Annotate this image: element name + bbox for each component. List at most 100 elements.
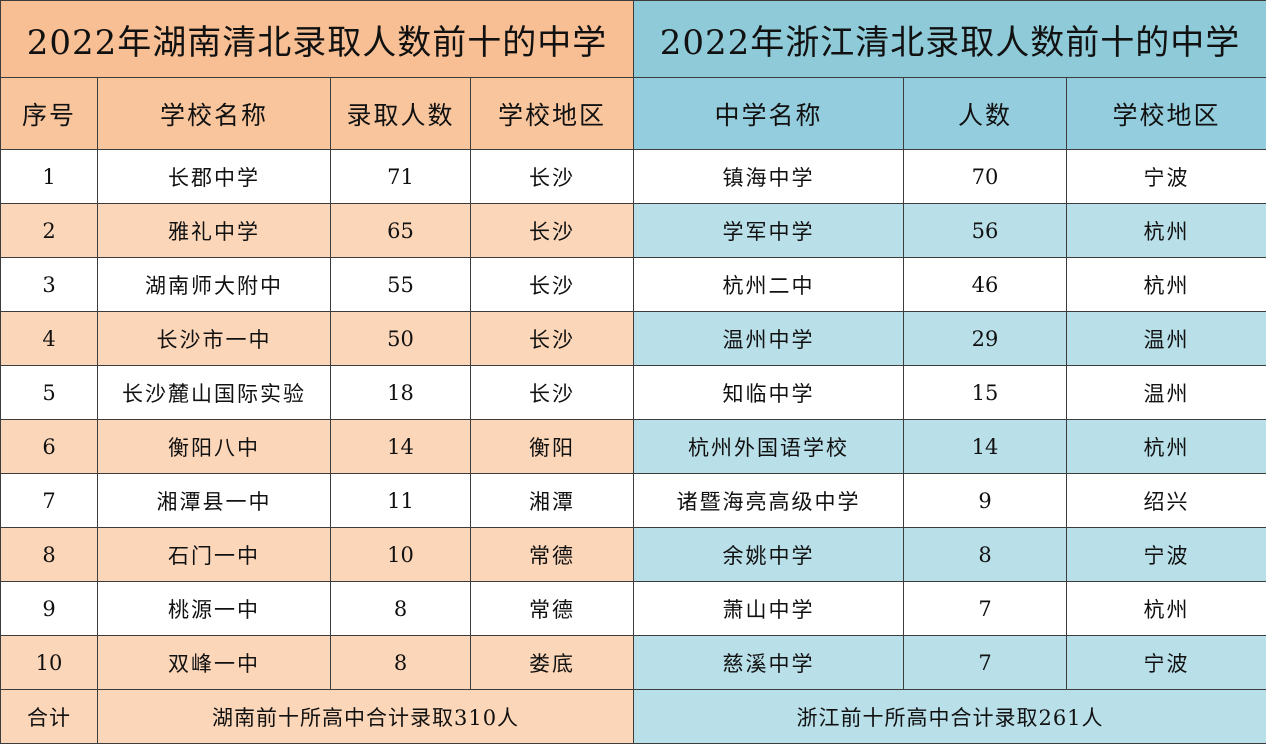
table-row: 2 雅礼中学 65 长沙	[1, 204, 634, 258]
table-row: 杭州外国语学校 14 杭州	[634, 420, 1266, 474]
zhejiang-total-text: 浙江前十所高中合计录取261人	[634, 690, 1266, 744]
hunan-school: 湖南师大附中	[98, 258, 331, 312]
zhejiang-region: 绍兴	[1067, 474, 1266, 528]
hunan-count: 71	[331, 150, 471, 204]
hunan-index: 9	[1, 582, 98, 636]
zhejiang-header-count: 人数	[904, 78, 1067, 150]
zhejiang-school: 余姚中学	[634, 528, 904, 582]
hunan-region: 常德	[471, 582, 634, 636]
table-row: 6 衡阳八中 14 衡阳	[1, 420, 634, 474]
hunan-header-region: 学校地区	[471, 78, 634, 150]
hunan-region: 衡阳	[471, 420, 634, 474]
hunan-index: 3	[1, 258, 98, 312]
hunan-school: 桃源一中	[98, 582, 331, 636]
zhejiang-count: 7	[904, 636, 1067, 690]
hunan-school: 湘潭县一中	[98, 474, 331, 528]
hunan-count: 14	[331, 420, 471, 474]
hunan-school: 雅礼中学	[98, 204, 331, 258]
table-row: 8 石门一中 10 常德	[1, 528, 634, 582]
table-row: 7 湘潭县一中 11 湘潭	[1, 474, 634, 528]
zhejiang-region: 杭州	[1067, 582, 1266, 636]
zhejiang-count: 29	[904, 312, 1067, 366]
hunan-header-row: 序号 学校名称 录取人数 学校地区	[1, 78, 634, 150]
zhejiang-header-row: 中学名称 人数 学校地区	[634, 78, 1266, 150]
hunan-count: 11	[331, 474, 471, 528]
hunan-region: 长沙	[471, 258, 634, 312]
hunan-header-school: 学校名称	[98, 78, 331, 150]
table-row: 10 双峰一中 8 娄底	[1, 636, 634, 690]
hunan-count: 65	[331, 204, 471, 258]
zhejiang-region: 温州	[1067, 366, 1266, 420]
hunan-region: 湘潭	[471, 474, 634, 528]
zhejiang-total-row: 浙江前十所高中合计录取261人	[634, 690, 1266, 744]
hunan-region: 长沙	[471, 150, 634, 204]
zhejiang-count: 70	[904, 150, 1067, 204]
zhejiang-region: 宁波	[1067, 150, 1266, 204]
zhejiang-region: 宁波	[1067, 528, 1266, 582]
hunan-total-row: 合计 湖南前十所高中合计录取310人	[1, 690, 634, 744]
hunan-school: 双峰一中	[98, 636, 331, 690]
hunan-total-label: 合计	[1, 690, 98, 744]
hunan-school: 长郡中学	[98, 150, 331, 204]
table-row: 9 桃源一中 8 常德	[1, 582, 634, 636]
table-row: 学军中学 56 杭州	[634, 204, 1266, 258]
zhejiang-count: 46	[904, 258, 1067, 312]
table-row: 5 长沙麓山国际实验 18 长沙	[1, 366, 634, 420]
zhejiang-school: 镇海中学	[634, 150, 904, 204]
hunan-index: 1	[1, 150, 98, 204]
hunan-region: 娄底	[471, 636, 634, 690]
hunan-count: 8	[331, 636, 471, 690]
table-row: 诸暨海亮高级中学 9 绍兴	[634, 474, 1266, 528]
zhejiang-school: 诸暨海亮高级中学	[634, 474, 904, 528]
zhejiang-school: 杭州外国语学校	[634, 420, 904, 474]
hunan-index: 7	[1, 474, 98, 528]
table-row: 温州中学 29 温州	[634, 312, 1266, 366]
table-row: 萧山中学 7 杭州	[634, 582, 1266, 636]
zhejiang-table: 2022年浙江清北录取人数前十的中学 中学名称 人数 学校地区 镇海中学 70 …	[633, 0, 1266, 744]
hunan-region: 长沙	[471, 366, 634, 420]
zhejiang-region: 宁波	[1067, 636, 1266, 690]
zhejiang-count: 56	[904, 204, 1067, 258]
zhejiang-school: 萧山中学	[634, 582, 904, 636]
hunan-count: 10	[331, 528, 471, 582]
hunan-count: 8	[331, 582, 471, 636]
hunan-index: 8	[1, 528, 98, 582]
zhejiang-school: 杭州二中	[634, 258, 904, 312]
table-row: 4 长沙市一中 50 长沙	[1, 312, 634, 366]
table-row: 1 长郡中学 71 长沙	[1, 150, 634, 204]
hunan-header-index: 序号	[1, 78, 98, 150]
hunan-count: 18	[331, 366, 471, 420]
hunan-index: 6	[1, 420, 98, 474]
zhejiang-count: 9	[904, 474, 1067, 528]
zhejiang-count: 7	[904, 582, 1067, 636]
zhejiang-title: 2022年浙江清北录取人数前十的中学	[634, 1, 1266, 78]
hunan-region: 长沙	[471, 204, 634, 258]
table-row: 杭州二中 46 杭州	[634, 258, 1266, 312]
hunan-title: 2022年湖南清北录取人数前十的中学	[1, 1, 634, 78]
zhejiang-region: 杭州	[1067, 204, 1266, 258]
zhejiang-count: 14	[904, 420, 1067, 474]
hunan-region: 长沙	[471, 312, 634, 366]
hunan-region: 常德	[471, 528, 634, 582]
hunan-header-count: 录取人数	[331, 78, 471, 150]
zhejiang-count: 15	[904, 366, 1067, 420]
hunan-index: 10	[1, 636, 98, 690]
hunan-school: 长沙市一中	[98, 312, 331, 366]
table-row: 镇海中学 70 宁波	[634, 150, 1266, 204]
hunan-school: 石门一中	[98, 528, 331, 582]
table-row: 知临中学 15 温州	[634, 366, 1266, 420]
hunan-count: 50	[331, 312, 471, 366]
zhejiang-region: 温州	[1067, 312, 1266, 366]
zhejiang-school: 温州中学	[634, 312, 904, 366]
zhejiang-school: 学军中学	[634, 204, 904, 258]
table-row: 余姚中学 8 宁波	[634, 528, 1266, 582]
table-row: 慈溪中学 7 宁波	[634, 636, 1266, 690]
zhejiang-region: 杭州	[1067, 258, 1266, 312]
hunan-index: 2	[1, 204, 98, 258]
zhejiang-region: 杭州	[1067, 420, 1266, 474]
hunan-total-text: 湖南前十所高中合计录取310人	[98, 690, 634, 744]
hunan-index: 5	[1, 366, 98, 420]
zhejiang-school: 慈溪中学	[634, 636, 904, 690]
zhejiang-header-school: 中学名称	[634, 78, 904, 150]
